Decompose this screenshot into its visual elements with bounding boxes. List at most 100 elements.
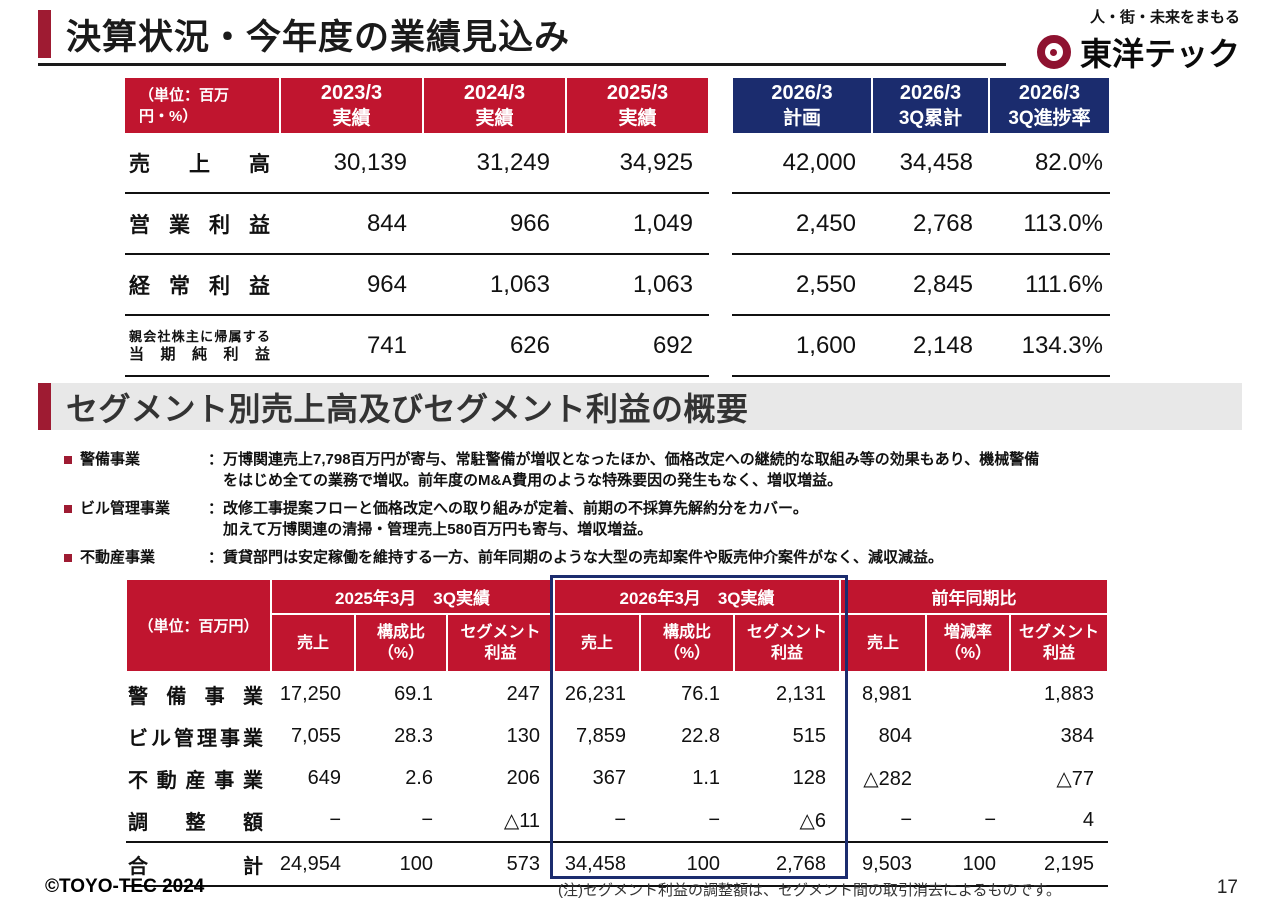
group-header: 前年同期比 (839, 578, 1110, 615)
footnote: (注)セグメント利益の調整額は、セグメント間の取引消去によるものです。 (558, 882, 1062, 899)
segment-value: △77 (1056, 767, 1095, 790)
company-logo: 人・街・未来をまもる 東洋テック (1036, 6, 1240, 75)
segment-value (926, 672, 1010, 715)
segment-bullets: 警備事業 ： 万博関連売上7,798百万円が寄与、常駐警備が増収となったほか、価… (64, 449, 1244, 575)
summary-value: 1,600 (732, 315, 872, 377)
segment-value: 1,883 (1043, 682, 1095, 705)
unit-label-line1: （単位：百万 (139, 86, 230, 104)
logo-row: 東洋テック (1036, 29, 1240, 75)
column-header: 2025/3 実績 (565, 78, 710, 133)
segment-row: 警備事業 17,250 69.1 247 26,231 76.1 2,131 8… (126, 672, 1108, 715)
spacer (709, 254, 732, 315)
page-number: 17 (1216, 877, 1238, 898)
summary-value: 2,768 (872, 193, 989, 255)
title-underline (38, 63, 1006, 66)
segment-row-label: 警備事業 (128, 685, 263, 708)
sub-header: 売上 (270, 613, 356, 673)
segment-total-row: 合計 24,954 100 573 34,458 100 2,768 9,503… (126, 841, 1109, 887)
summary-value: 2,450 (732, 193, 872, 255)
segment-row-label: 合計 (126, 841, 271, 887)
segment-value: 9,503 (840, 841, 927, 887)
segment-value: 2,195 (1010, 841, 1109, 887)
summary-table-wrap: （単位：百万 円・%） 2023/3 実績 2024/3 実績 2025/3 実… (125, 78, 1111, 377)
bullet-item: ビル管理事業 ： 改修工事提案フローと価格改定への取り組みが定着、前期の不採算先… (64, 498, 1244, 540)
segment-value: 573 (447, 841, 555, 887)
bullet-text: 賃貸部門は安定稼働を維持する一方、前年同期のような大型の売却案件や販売仲介案件が… (223, 549, 944, 566)
summary-value: 844 (280, 193, 423, 255)
summary-value: 1,049 (566, 193, 709, 255)
spacer (709, 193, 732, 254)
bullet-label: ビル管理事業 (80, 500, 171, 517)
summary-row: 親会社株主に帰属する 当期純利益 741 626 692 1,600 2,148… (125, 315, 1110, 377)
segment-value: △11 (503, 809, 541, 832)
summary-value: 31,249 (423, 133, 566, 194)
summary-value: 34,925 (566, 133, 709, 194)
segment-row: 調整額 − − △11 − − △6 − − 4 (126, 799, 1108, 842)
row-label: 売上高 (125, 133, 280, 194)
bullet-marker-icon (64, 456, 72, 464)
row-label: 親会社株主に帰属する 当期純利益 (125, 315, 280, 377)
summary-value: 111.6% (989, 254, 1110, 316)
segment-value: 206 (506, 766, 541, 789)
segment-table-wrap: （単位：百万円） 2025年3月 3Q実績 2026年3月 3Q実績 前年同期比… (125, 575, 1120, 887)
segment-value: 2,768 (734, 841, 841, 887)
spacer (709, 133, 732, 193)
segment-value: 22.8 (681, 724, 721, 747)
segment-value: − (329, 808, 341, 831)
column-header: 2026/3 3Q進捗率 (988, 78, 1111, 133)
summary-value: 134.3% (989, 315, 1110, 377)
summary-value: 34,458 (872, 133, 989, 194)
segment-value: 1.1 (692, 766, 721, 789)
segment-value: 128 (792, 766, 827, 789)
segment-value: 8,981 (861, 682, 913, 705)
summary-row: 営業利益 844 966 1,049 2,450 2,768 113.0% (125, 193, 1110, 255)
segment-value: 26,231 (564, 682, 627, 705)
bullet-colon: ： (208, 500, 224, 517)
summary-row: 売上高 30,139 31,249 34,925 42,000 34,458 8… (125, 133, 1110, 194)
summary-row: 経常利益 964 1,063 1,063 2,550 2,845 111.6% (125, 254, 1110, 316)
sub-header: セグメント 利益 (733, 613, 842, 673)
segment-value: − (708, 808, 721, 831)
sub-header: 構成比 （%） (639, 613, 736, 673)
company-tagline: 人・街・未来をまもる (1089, 9, 1240, 26)
segment-row-label: ビル管理事業 (128, 727, 263, 750)
bullet-item: 不動産事業 ： 賃貸部門は安定稼働を維持する一方、前年同期のような大型の売却案件… (64, 547, 1244, 568)
segment-value: − (900, 808, 913, 831)
logo-dot-icon (1050, 48, 1058, 56)
bullet-text: 万博関連売上7,798百万円が寄与、常駐警備が増収となったほか、価格改定への継続… (223, 451, 1040, 489)
sub-header: 増減率 （%） (925, 613, 1012, 673)
segment-value: 100 (926, 841, 1011, 887)
segment-value: 2,131 (775, 682, 827, 705)
segment-value: 247 (506, 682, 541, 705)
section-header: セグメント別売上高及びセグメント利益の概要 (38, 383, 1242, 430)
column-header: 2026/3 計画 (731, 78, 873, 133)
section-title: セグメント別売上高及びセグメント利益の概要 (66, 390, 749, 427)
copyright: ©TOYO-TEC 2024 (45, 876, 205, 897)
logo-ring-icon (1036, 35, 1071, 69)
segment-table: （単位：百万円） 2025年3月 3Q実績 2026年3月 3Q実績 前年同期比… (125, 578, 1110, 887)
bullet-marker-icon (64, 505, 72, 513)
unit-label: （単位：百万 円・%） (125, 78, 281, 133)
spacer (709, 315, 732, 376)
title-block: 決算状況・今年度の業績見込み (38, 10, 570, 58)
company-name: 東洋テック (1079, 36, 1240, 72)
summary-value: 964 (280, 254, 423, 316)
segment-value: 100 (355, 841, 447, 887)
summary-value: 2,148 (872, 315, 989, 377)
segment-value: 2.6 (405, 766, 433, 789)
segment-value: 367 (592, 766, 627, 789)
bullet-item: 警備事業 ： 万博関連売上7,798百万円が寄与、常駐警備が増収となったほか、価… (64, 449, 1244, 491)
bullet-colon: ： (208, 549, 224, 566)
sub-header: 売上 (553, 613, 642, 673)
summary-value: 1,063 (423, 254, 566, 316)
title-accent-bar (38, 10, 51, 58)
segment-value: − (614, 808, 627, 831)
group-header: 2026年3月 3Q実績 (553, 578, 842, 615)
segment-value: 649 (307, 766, 341, 789)
summary-value: 2,845 (872, 254, 989, 316)
column-header: 2026/3 3Q累計 (871, 78, 990, 133)
summary-value: 42,000 (732, 133, 872, 194)
spacer (709, 78, 732, 133)
segment-value: 384 (1060, 724, 1095, 747)
